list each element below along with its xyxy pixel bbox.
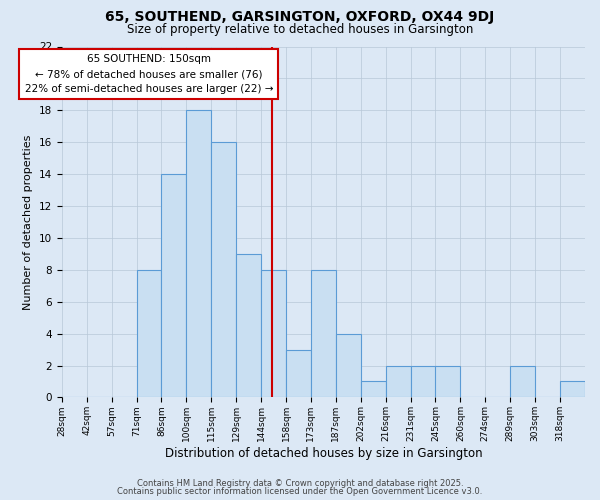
Text: 65 SOUTHEND: 150sqm
← 78% of detached houses are smaller (76)
22% of semi-detach: 65 SOUTHEND: 150sqm ← 78% of detached ho…: [25, 54, 273, 94]
Bar: [311, 270, 336, 398]
Bar: [187, 110, 211, 398]
Bar: [211, 142, 236, 398]
Bar: [336, 334, 361, 398]
Text: Size of property relative to detached houses in Garsington: Size of property relative to detached ho…: [127, 22, 473, 36]
Text: Contains HM Land Registry data © Crown copyright and database right 2025.: Contains HM Land Registry data © Crown c…: [137, 478, 463, 488]
Text: Contains public sector information licensed under the Open Government Licence v3: Contains public sector information licen…: [118, 487, 482, 496]
Bar: [436, 366, 460, 398]
Bar: [410, 366, 436, 398]
Bar: [510, 366, 535, 398]
Text: 65, SOUTHEND, GARSINGTON, OXFORD, OX44 9DJ: 65, SOUTHEND, GARSINGTON, OXFORD, OX44 9…: [106, 10, 494, 24]
Bar: [286, 350, 311, 398]
X-axis label: Distribution of detached houses by size in Garsington: Distribution of detached houses by size …: [164, 447, 482, 460]
Bar: [386, 366, 410, 398]
Bar: [560, 382, 585, 398]
Y-axis label: Number of detached properties: Number of detached properties: [23, 134, 33, 310]
Bar: [236, 254, 261, 398]
Bar: [361, 382, 386, 398]
Bar: [261, 270, 286, 398]
Bar: [161, 174, 187, 398]
Bar: [137, 270, 161, 398]
